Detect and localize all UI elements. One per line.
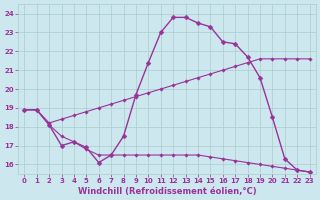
X-axis label: Windchill (Refroidissement éolien,°C): Windchill (Refroidissement éolien,°C)	[78, 187, 256, 196]
